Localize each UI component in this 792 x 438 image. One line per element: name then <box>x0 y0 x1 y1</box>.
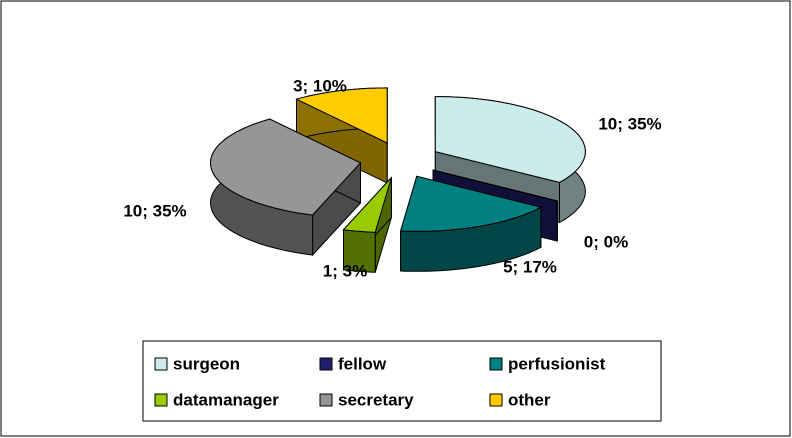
legend-swatch <box>154 393 168 407</box>
slice-top <box>432 169 558 202</box>
data-label: 10; 35% <box>598 114 661 133</box>
slice <box>399 175 543 272</box>
data-label: 0; 0% <box>584 232 628 251</box>
legend-label: other <box>508 390 551 409</box>
slice <box>295 87 388 184</box>
slice-top <box>434 96 586 183</box>
legend-label: surgeon <box>173 354 240 373</box>
data-label: 3; 10% <box>293 76 347 95</box>
data-label: 10; 35% <box>123 201 186 220</box>
legend-label: fellow <box>338 354 387 373</box>
slice <box>342 176 392 273</box>
legend-label: perfusionist <box>508 354 606 373</box>
legend-swatch <box>319 357 333 371</box>
slice-top <box>342 177 392 233</box>
slice <box>209 118 362 257</box>
slice-top <box>399 175 543 232</box>
legend-swatch <box>154 357 168 371</box>
legend-label: datamanager <box>173 390 279 409</box>
legend: surgeon fellow perfusionist datamanager secr… <box>154 354 606 409</box>
legend-box <box>142 340 662 422</box>
legend-swatch <box>319 393 333 407</box>
legend-swatch <box>489 357 503 371</box>
legend-swatch <box>489 393 503 407</box>
slice-top <box>295 87 388 144</box>
data-label: 1; 3% <box>323 261 367 280</box>
pie <box>209 87 586 273</box>
data-label: 5; 17% <box>503 257 557 276</box>
legend-label: secretary <box>338 390 414 409</box>
slice-top <box>209 118 362 216</box>
